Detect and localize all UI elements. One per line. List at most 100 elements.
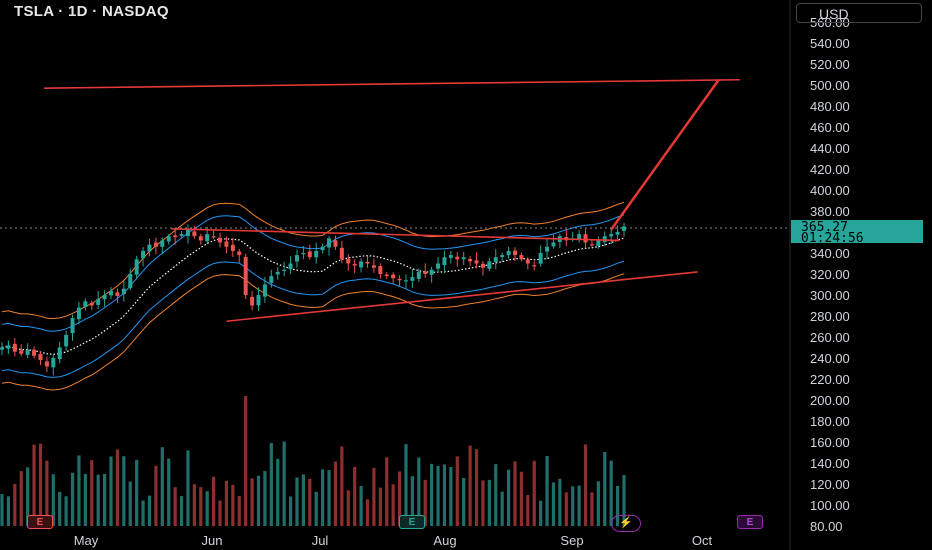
candle-body <box>455 256 460 260</box>
volume-bar <box>186 450 190 526</box>
price-tick-label: 180.00 <box>810 414 850 429</box>
candle-body <box>384 274 389 277</box>
volume-bar <box>250 478 254 526</box>
volume-bar <box>58 491 62 526</box>
candle-body <box>205 234 210 242</box>
time-tick-label: Sep <box>560 533 583 548</box>
candle-body <box>192 231 197 237</box>
volume-bar <box>359 485 363 526</box>
volume-bar <box>19 471 23 526</box>
price-tick-label: 340.00 <box>810 246 850 261</box>
bollinger-bands <box>1 201 625 391</box>
candle-body <box>314 250 319 258</box>
candle-body <box>76 307 81 320</box>
candle-body <box>250 296 255 306</box>
price-tick-label: 380.00 <box>810 204 850 219</box>
volume-bar <box>135 459 139 526</box>
time-axis[interactable]: May Jun Jul Aug Sep Oct <box>74 533 713 548</box>
volume-bar <box>45 460 49 526</box>
candle-body <box>468 258 473 262</box>
candle-body <box>25 349 30 355</box>
volume-bar <box>295 477 299 526</box>
projection <box>609 79 720 231</box>
volume-bar <box>314 491 318 526</box>
volume-bar <box>154 465 158 526</box>
candle-body <box>243 256 248 295</box>
candle-body <box>327 238 332 248</box>
volume-bar <box>558 478 562 526</box>
volume-bar <box>26 467 30 526</box>
candle-body <box>346 258 351 264</box>
volume-bar <box>244 396 248 526</box>
candle-body <box>0 347 4 350</box>
volume-bar <box>96 474 100 526</box>
volume-bar <box>237 496 241 526</box>
volume-bar <box>0 494 4 526</box>
price-tick-label: 160.00 <box>810 435 850 450</box>
candle-body <box>237 251 242 256</box>
candle-body <box>102 295 107 300</box>
currency-selector[interactable]: USD <box>796 3 922 23</box>
volume-bar <box>70 472 75 526</box>
candle-body <box>583 234 588 243</box>
earnings-marker-jul[interactable]: E <box>399 515 425 529</box>
candle-body <box>44 361 49 367</box>
candle-body <box>442 257 447 266</box>
lightning-icon[interactable]: ⚡ <box>611 515 641 532</box>
volume-bar <box>90 460 94 526</box>
candle-body <box>288 263 293 270</box>
candle-body <box>403 280 408 282</box>
volume-bar <box>141 500 145 526</box>
candle-body <box>410 277 415 281</box>
volume-bar <box>609 460 613 526</box>
candle-body <box>19 350 24 354</box>
earnings-marker-oct[interactable]: E <box>737 515 763 529</box>
candle-body <box>436 263 441 269</box>
volume-bar <box>333 461 338 526</box>
candle-body <box>218 237 223 243</box>
volume-bar <box>51 474 55 526</box>
symbol-title[interactable]: TSLA · 1D · NASDAQ <box>14 3 169 20</box>
volume-bar <box>622 475 626 526</box>
volume-bar <box>205 491 209 526</box>
volume-bar <box>468 445 472 526</box>
candle-body <box>57 347 62 360</box>
volume-bar <box>462 477 466 526</box>
last-price-badge: 365.27 01:24:56 <box>791 220 923 246</box>
candle-body <box>538 253 543 264</box>
candle-body <box>153 242 158 247</box>
candle-body <box>198 236 203 241</box>
candle-body <box>474 260 479 264</box>
price-tick-label: 480.00 <box>810 99 850 114</box>
volume-bar <box>391 484 395 526</box>
volume-bar <box>577 485 581 526</box>
volume-bar <box>327 470 331 526</box>
candle-body <box>602 236 607 243</box>
volume-bar <box>583 444 588 526</box>
candle-body <box>269 276 274 283</box>
earnings-marker-may[interactable]: E <box>27 515 53 529</box>
candle-body <box>416 271 421 279</box>
volume-bar <box>519 471 524 526</box>
volume-bar <box>102 473 107 526</box>
candle-body <box>359 261 364 268</box>
volume-bar <box>449 466 453 526</box>
candle-body <box>545 246 550 252</box>
candle-body <box>525 259 530 264</box>
volume-bar <box>32 444 36 526</box>
price-tick-label: 520.00 <box>810 57 850 72</box>
volume-bar <box>423 479 427 526</box>
bar-countdown: 01:24:56 <box>801 231 864 246</box>
volume-bar <box>615 485 620 526</box>
price-tick-label: 100.00 <box>810 498 850 513</box>
price-axis[interactable]: 560.00540.00520.00500.00480.00460.00440.… <box>810 15 850 534</box>
candle-body <box>500 255 505 258</box>
candle-body <box>224 241 229 247</box>
volume-bar <box>385 457 389 526</box>
candle-body <box>160 240 165 247</box>
volume-bar <box>436 465 440 526</box>
candle-body <box>173 235 178 238</box>
volume-bar <box>410 476 414 526</box>
price-tick-label: 540.00 <box>810 36 850 51</box>
